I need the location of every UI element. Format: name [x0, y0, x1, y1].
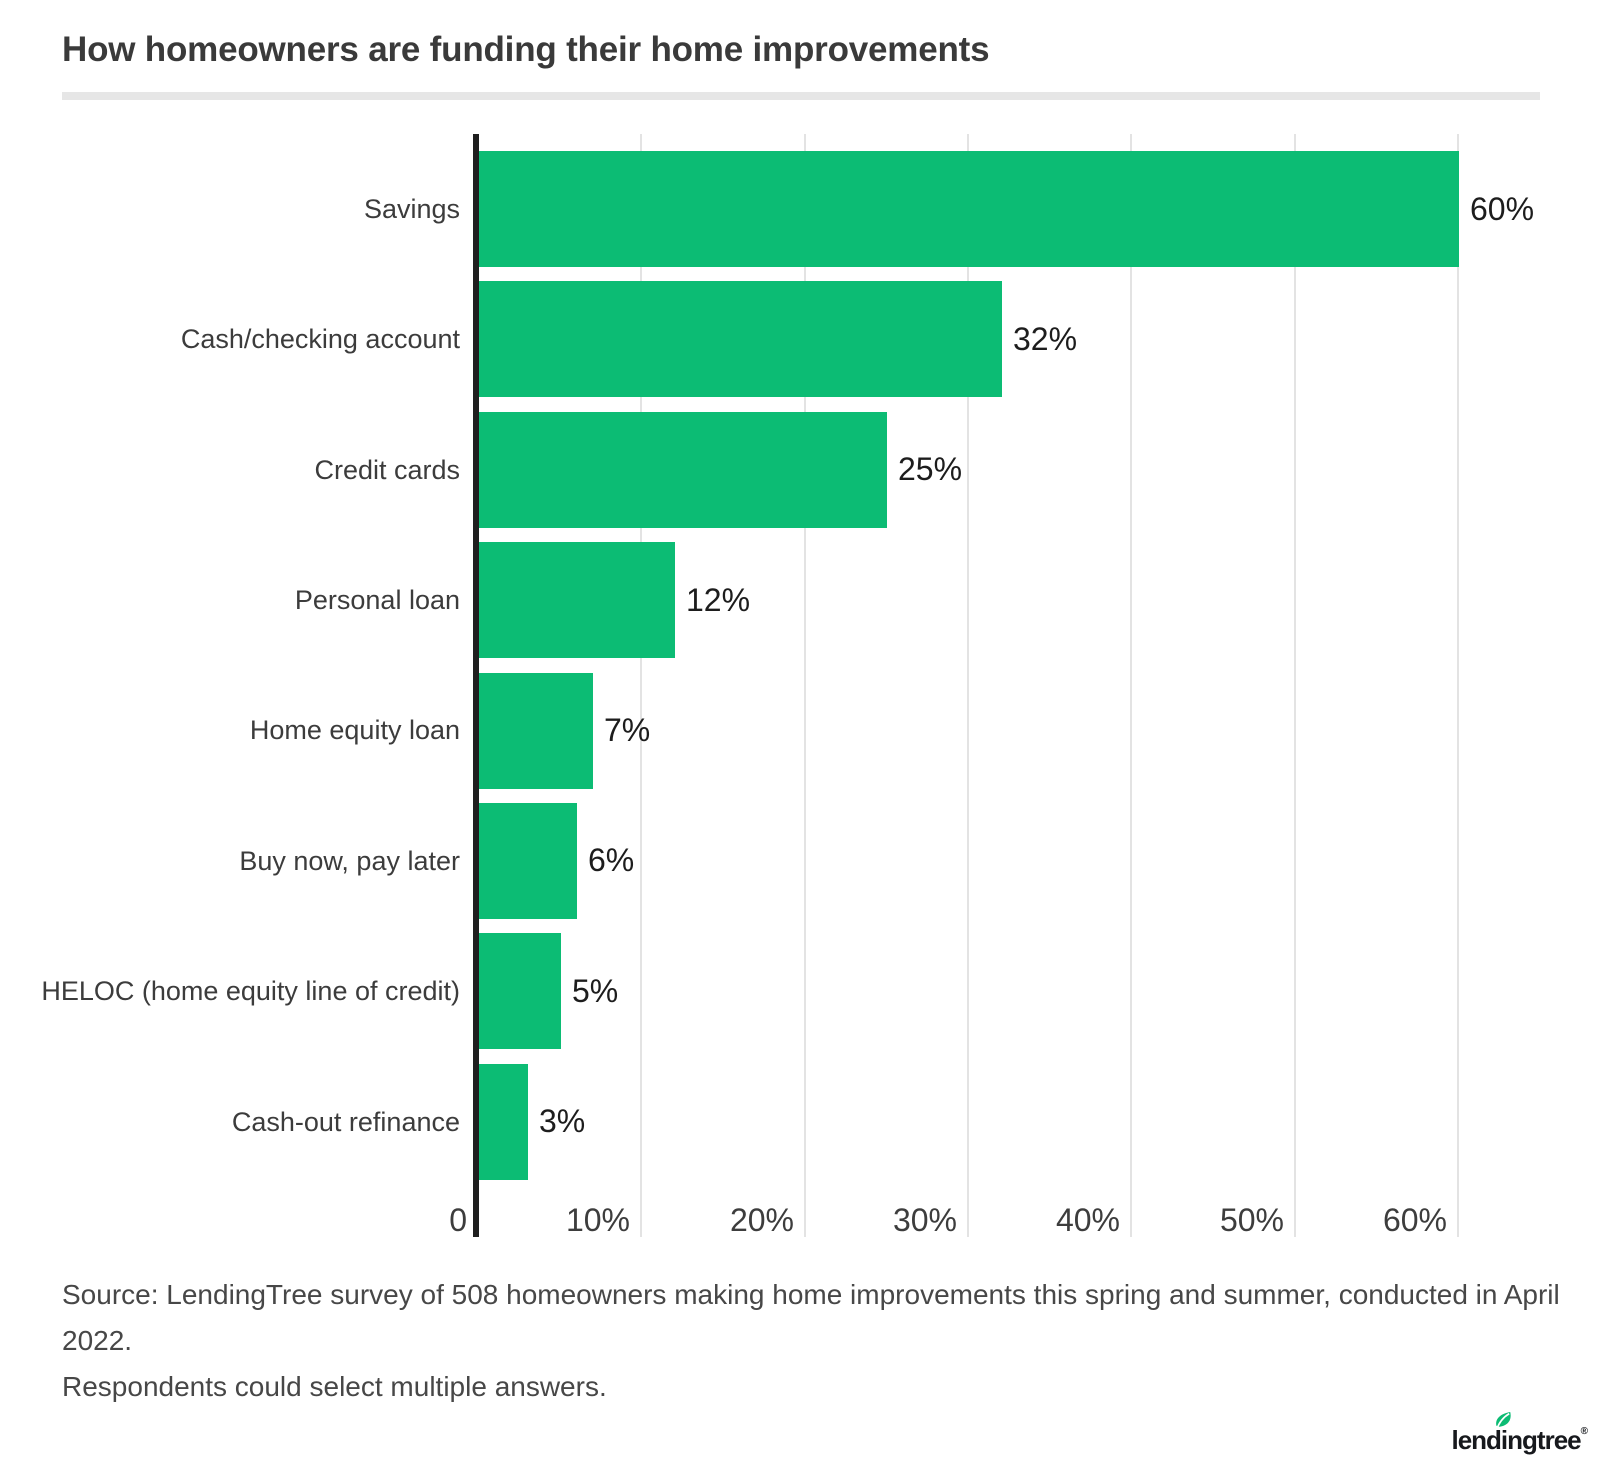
category-label: Buy now, pay later: [239, 845, 460, 876]
gridline: [1457, 134, 1459, 1237]
gridline: [804, 134, 806, 1237]
gridline: [1294, 134, 1296, 1237]
title-divider: [62, 92, 1540, 100]
source-line-1: Source: LendingTree survey of 508 homeow…: [62, 1279, 1560, 1356]
bar-row: Buy now, pay later 6%: [0, 802, 1600, 919]
leaf-icon: [1496, 1412, 1512, 1430]
bar: [479, 542, 675, 659]
value-label: 25%: [898, 451, 963, 488]
bar: [479, 802, 577, 919]
bar: [479, 933, 561, 1050]
source-line-2: Respondents could select multiple answer…: [62, 1371, 607, 1402]
bar-row: Savings 60%: [0, 151, 1600, 267]
bar-row: Home equity loan 7%: [0, 672, 1600, 789]
category-label: Savings: [363, 193, 460, 224]
bar: [479, 1063, 528, 1180]
bar: [479, 281, 1002, 398]
bar-row: HELOC (home equity line of credit) 5%: [0, 933, 1600, 1050]
value-label: 6%: [588, 842, 635, 879]
chart-title: How homeowners are funding their home im…: [62, 30, 990, 69]
x-tick-label: 30%: [892, 1202, 957, 1238]
gridline: [640, 134, 642, 1237]
x-tick-label: 0: [449, 1202, 467, 1238]
bar-row: Cash/checking account 32%: [0, 281, 1600, 398]
y-axis-line: [473, 134, 479, 1237]
category-label: HELOC (home equity line of credit): [41, 976, 460, 1007]
category-label: Credit cards: [314, 454, 460, 485]
bar: [479, 151, 1459, 267]
category-label: Home equity loan: [249, 715, 460, 746]
registered-mark: ®: [1580, 1426, 1588, 1437]
gridline: [1130, 134, 1132, 1237]
lendingtree-logo: lendingtree®: [1451, 1412, 1588, 1456]
bar-rows: Savings 60% Cash/checking account 32% Credit…: [0, 151, 1600, 1180]
x-tick-label: 60%: [1382, 1202, 1447, 1238]
bar: [479, 672, 593, 789]
x-tick-label: 40%: [1055, 1202, 1120, 1238]
value-label: 5%: [572, 972, 619, 1009]
category-label: Personal loan: [294, 584, 460, 615]
value-label: 60%: [1470, 190, 1535, 227]
bar-row: Credit cards 25%: [0, 411, 1600, 528]
bar: [479, 411, 887, 528]
bar-row: Personal loan 12%: [0, 542, 1600, 659]
lendingtree-wordmark: lendingtree®: [1451, 1412, 1588, 1456]
value-label: 3%: [539, 1103, 586, 1140]
bar-row: Cash-out refinance 3%: [0, 1063, 1600, 1180]
x-tick-label: 50%: [1219, 1202, 1284, 1238]
bar-chart: Savings 60% Cash/checking account 32% Credit…: [0, 134, 1600, 1238]
value-label: 32%: [1013, 320, 1078, 357]
category-label: Cash-out refinance: [231, 1106, 460, 1137]
category-label: Cash/checking account: [180, 324, 460, 355]
gridline: [967, 134, 969, 1237]
x-tick-label: 20%: [729, 1202, 794, 1238]
x-tick-label: 10%: [565, 1202, 630, 1238]
value-label: 7%: [604, 712, 651, 749]
source-note: Source: LendingTree survey of 508 homeow…: [62, 1272, 1600, 1410]
value-label: 12%: [686, 581, 751, 618]
logo-text: lendingtree: [1451, 1425, 1581, 1455]
